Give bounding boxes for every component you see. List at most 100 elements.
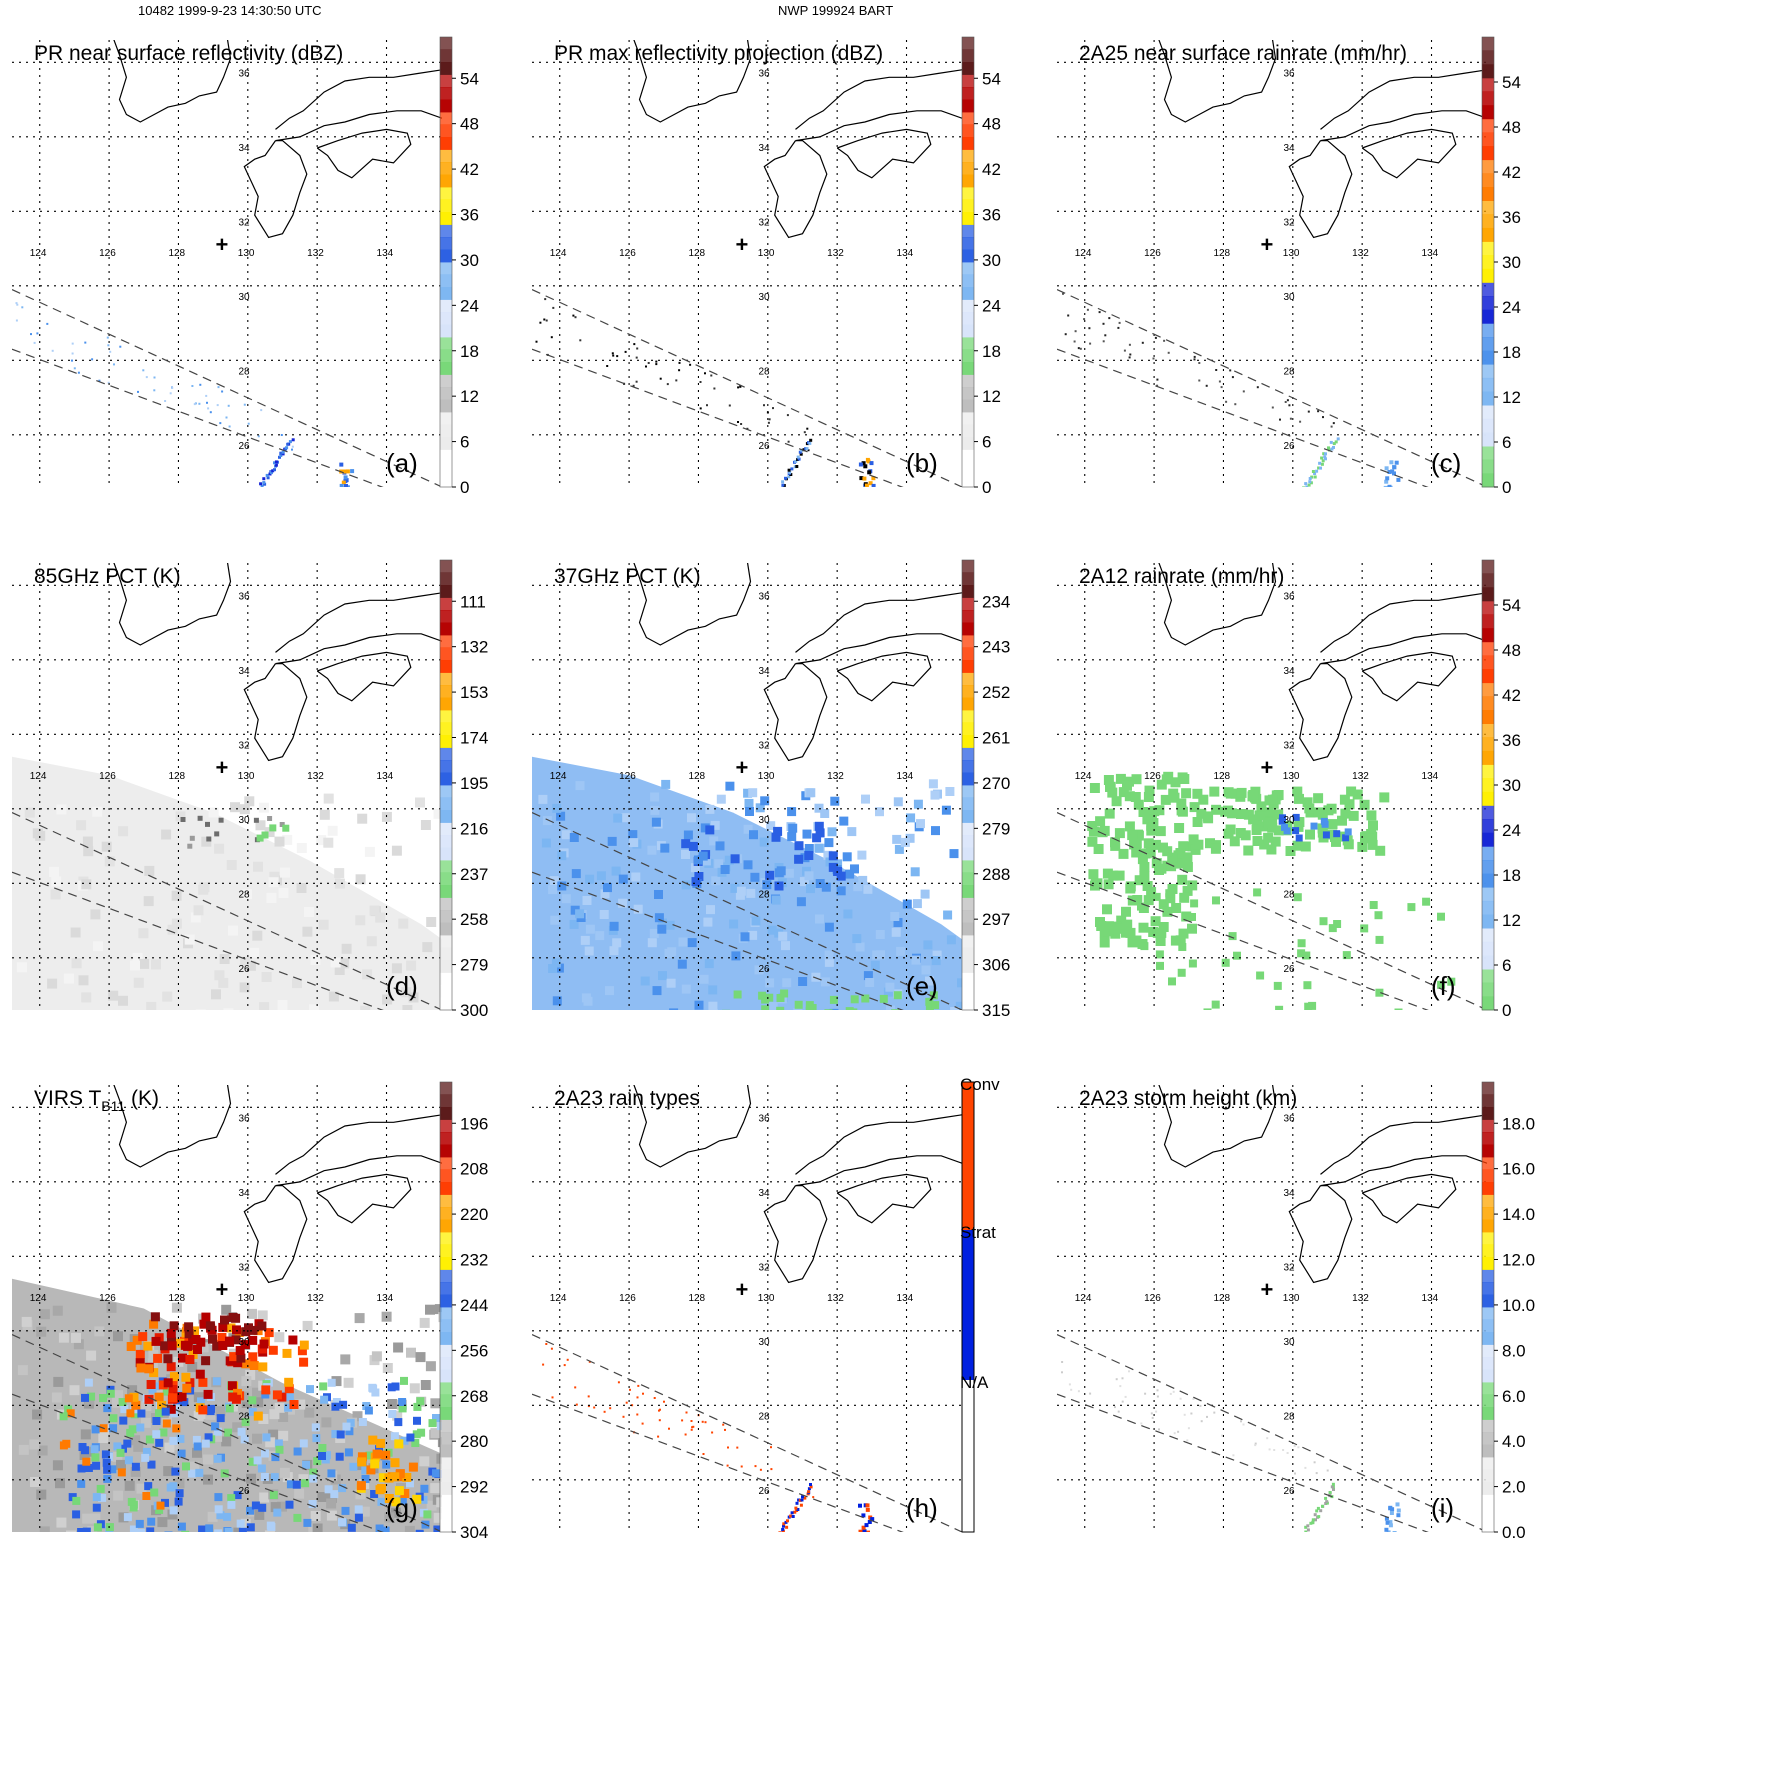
tb-pixel <box>178 1353 187 1363</box>
echo-pixel <box>655 360 658 363</box>
pct-pixel <box>82 836 93 847</box>
tb-pixel <box>248 1335 258 1345</box>
tb-pixel <box>77 1479 86 1488</box>
coastline-honshu-south <box>1320 633 1487 665</box>
tb-pixel <box>182 1383 192 1393</box>
coastline-honshu-south <box>1320 1155 1487 1187</box>
echo-pixel <box>807 1487 811 1491</box>
pct-pixel <box>883 987 893 997</box>
tb-pixel <box>141 1453 150 1462</box>
rain-pixel <box>1189 802 1200 813</box>
color-bar-segment <box>440 1257 452 1270</box>
color-bar-segment <box>1482 900 1494 915</box>
pct-pixel <box>628 830 638 840</box>
echo-pixel <box>1200 1420 1203 1423</box>
lat-label: 32 <box>758 740 770 751</box>
pct-pixel <box>360 1005 371 1010</box>
pct-pixel <box>330 957 341 968</box>
color-bar-segment <box>1482 832 1494 847</box>
echo-pixel <box>119 345 122 348</box>
color-bar-segment <box>962 747 974 761</box>
echo-pixel <box>781 1527 785 1531</box>
tb-pixel <box>155 1409 163 1418</box>
pct-pixel <box>146 1001 157 1010</box>
panel-label: (h) <box>906 1493 938 1523</box>
color-bar-segment <box>1482 227 1494 242</box>
tb-pixel <box>98 1493 107 1502</box>
pct-pixel <box>923 940 933 950</box>
rain-pixel <box>1087 821 1098 831</box>
pct-pixel <box>879 994 888 1003</box>
pct-pixel <box>401 987 412 998</box>
tb-pixel <box>269 1409 280 1420</box>
echo-pixel <box>1317 410 1320 413</box>
color-bar-tick: 48 <box>460 115 479 134</box>
color-bar-tick: 18.0 <box>1502 1114 1535 1133</box>
tb-pixel <box>282 1348 292 1358</box>
color-bar-tick: 297 <box>982 910 1010 929</box>
pct-pixel <box>681 839 691 849</box>
color-bar-tick: 280 <box>460 1432 488 1451</box>
pct-pixel <box>650 792 660 802</box>
tb-pixel <box>340 1354 351 1365</box>
color-bar-segment <box>1482 587 1494 602</box>
tb-pixel <box>257 1321 267 1331</box>
panel-label: (a) <box>386 448 418 478</box>
pct-pixel <box>946 935 956 945</box>
tb-pixel <box>295 1399 306 1410</box>
rain-pixel <box>1256 971 1265 980</box>
echo-pixel <box>107 344 110 347</box>
lat-label: 36 <box>758 1113 770 1124</box>
lat-label: 32 <box>1283 1262 1295 1273</box>
case-name-text: NWP 199924 BART <box>778 3 894 18</box>
pct-pixel <box>787 832 797 842</box>
pct-pixel <box>139 958 150 969</box>
tb-pixel <box>118 1512 129 1523</box>
lon-label: 132 <box>827 248 844 259</box>
echo-pixel <box>1389 1511 1394 1515</box>
tb-pixel <box>362 1402 371 1410</box>
pct-pixel <box>814 803 824 813</box>
color-bar-frame <box>961 1081 975 1533</box>
echo-pixel <box>1119 1385 1122 1388</box>
pct-pixel <box>652 986 662 996</box>
color-bar-segment <box>440 449 452 463</box>
echo-pixel <box>1177 1430 1180 1433</box>
rain-pixel <box>1422 897 1431 906</box>
lon-label: 128 <box>168 1293 185 1304</box>
tb-pixel <box>193 1345 202 1354</box>
tb-pixel <box>270 1502 281 1513</box>
color-bar-segment <box>440 1094 452 1108</box>
pct-pixel <box>249 947 260 958</box>
echo-pixel <box>1256 386 1259 389</box>
tb-pixel <box>394 1439 404 1449</box>
pct-pixel <box>891 927 901 937</box>
tb-pixel <box>253 1456 262 1465</box>
echo-pixel <box>699 381 702 383</box>
echo-pixel <box>778 1531 782 1532</box>
pct-pixel <box>629 838 639 848</box>
tb-pixel <box>59 1441 68 1450</box>
tb-pixel <box>415 1531 424 1532</box>
rain-pixel <box>1375 988 1384 997</box>
rain-pixel <box>1143 895 1154 906</box>
echo-pixel <box>1064 333 1067 336</box>
pct-pixel <box>778 931 788 941</box>
lon-label: 130 <box>1283 771 1300 782</box>
echo-pixel <box>270 471 273 475</box>
center-marker-icon: + <box>1261 232 1274 257</box>
pct-pixel <box>357 1011 367 1021</box>
echo-pixel <box>724 1428 726 1431</box>
tb-pixel <box>90 1513 101 1524</box>
pct-pixel <box>708 1009 718 1010</box>
lat-label: 34 <box>758 143 770 154</box>
echo-pixel <box>1332 1488 1335 1491</box>
color-bar-segment <box>1482 132 1494 147</box>
color-bar-segment <box>962 299 974 313</box>
echo-pixel <box>1156 1395 1159 1398</box>
rain-pixel <box>1143 792 1154 802</box>
pct-pixel <box>378 1014 388 1024</box>
lat-label: 30 <box>758 815 770 826</box>
